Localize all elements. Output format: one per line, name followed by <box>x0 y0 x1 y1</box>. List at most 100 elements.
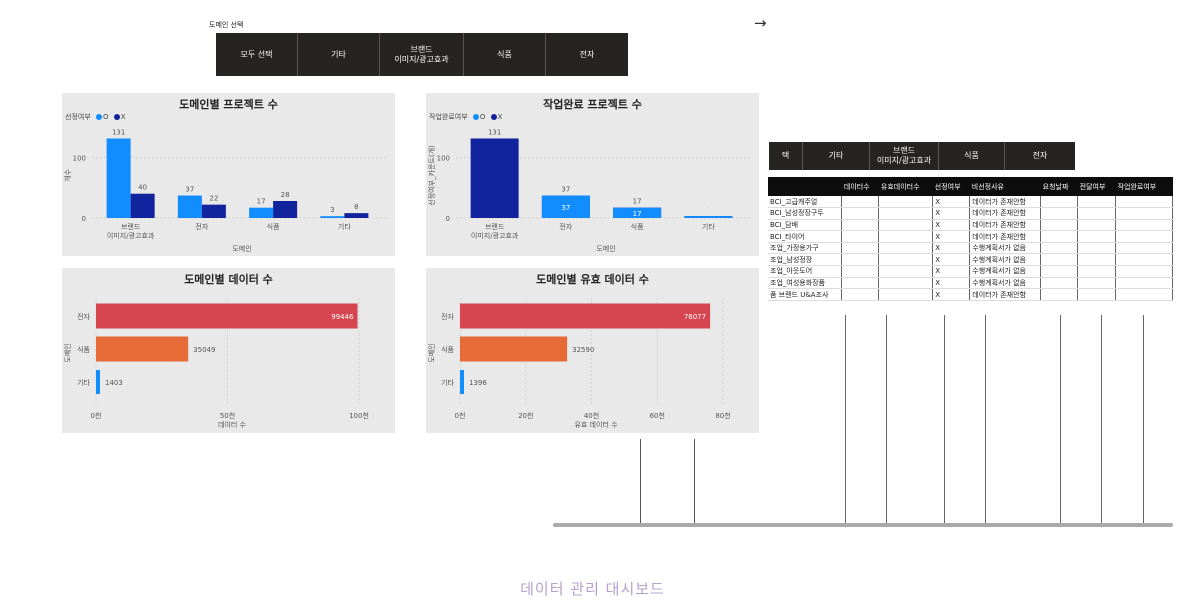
table-cell <box>1040 207 1079 220</box>
column-header[interactable]: 유효데이터수 <box>878 177 933 196</box>
table-cell <box>878 288 934 301</box>
slicer-button-2[interactable]: 브랜드 이미지/광고효과 <box>380 33 464 76</box>
data-label: 131 <box>112 128 125 136</box>
table-cell <box>878 265 934 278</box>
table-row[interactable]: 품 브랜드 U&A조사 X 데이터가 존재안함 <box>768 288 1173 301</box>
table-row[interactable]: BCI_남성정장구두 X 데이터가 존재안함 <box>768 207 1173 220</box>
data-label: 17 <box>633 198 642 206</box>
table-cell <box>878 219 934 232</box>
data-label: 1396 <box>469 379 487 387</box>
table-cell <box>1077 219 1117 232</box>
completed-chart-title: 작업완료 프로젝트 수 <box>543 98 642 111</box>
table-cell <box>1077 288 1117 301</box>
column-header[interactable]: 비선정사유 <box>969 177 1041 196</box>
table-cell <box>1040 230 1079 243</box>
table-cell <box>1040 288 1079 301</box>
table-cell <box>1115 277 1173 290</box>
table-cell: 조업_남성정장 <box>768 253 843 267</box>
table-cell <box>1040 265 1079 278</box>
table-cell: X <box>932 265 971 278</box>
table-cell <box>878 196 934 209</box>
column-divider <box>640 439 641 524</box>
arrow-right-icon[interactable]: → <box>754 14 767 32</box>
slicer2-button-4[interactable]: 전자 <box>1005 142 1075 170</box>
slicer-button-1[interactable]: 기타 <box>298 33 380 76</box>
table-row[interactable]: BCI_고급캐주얼 X 데이터가 존재안함 <box>768 196 1173 209</box>
table-cell <box>841 242 880 255</box>
x-axis-label: 유효 데이터 수 <box>574 420 618 429</box>
table-row[interactable]: BCI_타이어 X 데이터가 존재안함 <box>768 230 1173 243</box>
table-row[interactable]: BCI_담배 X 데이터가 존재안함 <box>768 219 1173 232</box>
bar-x <box>344 213 369 218</box>
data-chart-title: 도메인별 데이터 수 <box>184 273 273 286</box>
column-header[interactable] <box>768 177 842 196</box>
table-cell: X <box>932 207 971 220</box>
table-row[interactable]: 조업_여성용화장품 X 수행계획서가 없음 <box>768 277 1173 290</box>
data-label: 3 <box>330 206 334 214</box>
slicer2-button-0[interactable]: 택 <box>769 142 803 170</box>
column-header[interactable]: 요청날짜 <box>1040 177 1078 196</box>
slicer-button-3[interactable]: 식품 <box>464 33 546 76</box>
y-axis-label: 개수 <box>63 169 72 182</box>
slicer2-button-2[interactable]: 브랜드 이미지/광고효과 <box>870 142 939 170</box>
project-table-grid: 데이터수 유효데이터수 선정여부 비선정사유 요청날짜 전달여부 작업완료여부 BCI_고급캐… <box>768 177 1173 301</box>
table-cell: X <box>932 277 971 290</box>
x-tick-label: 20천 <box>518 411 533 420</box>
projects-chart-legend: 선정여부 O X <box>65 112 126 122</box>
column-header[interactable]: 작업완료여부 <box>1115 177 1173 196</box>
data-label: 22 <box>209 195 218 203</box>
table-row[interactable]: 조업_가정용가구 X 수행계획서가 없음 <box>768 242 1173 255</box>
slicer-button-4[interactable]: 전자 <box>546 33 628 76</box>
table-cell <box>878 242 934 255</box>
table-row[interactable]: 조업_남성정장 X 수행계획서가 없음 <box>768 253 1173 267</box>
bar-o <box>613 207 662 218</box>
table-cell <box>1115 230 1173 243</box>
legend-label-o: O <box>103 113 109 121</box>
column-divider <box>1060 315 1061 523</box>
data-label: 1403 <box>105 379 123 387</box>
data-label: 17 <box>257 198 266 206</box>
table-cell <box>841 265 880 278</box>
bar-x <box>130 193 155 218</box>
legend-dot-x <box>490 114 497 120</box>
column-header[interactable]: 전달여부 <box>1077 177 1116 196</box>
x-tick-label: 0천 <box>455 411 466 420</box>
data-label: 3 <box>706 206 710 214</box>
x-tick-label: 100천 <box>349 411 369 420</box>
slicer2-button-3[interactable]: 식품 <box>939 142 1005 170</box>
column-header[interactable]: 선정여부 <box>932 177 970 196</box>
table-cell: BCI_남성정장구두 <box>768 207 843 220</box>
x-tick-label: 0천 <box>91 411 102 420</box>
x-axis-label: 도메인 <box>232 244 251 253</box>
y-tick-label: 0 <box>82 215 86 223</box>
legend-title: 작업완료여부 <box>429 113 468 121</box>
table-cell <box>1077 207 1117 220</box>
dashboard-footer-title: 데이터 관리 대시보드 <box>520 580 665 598</box>
table-cell <box>841 196 880 209</box>
x-tick-label: 기타 <box>702 222 715 231</box>
horizontal-scrollbar[interactable] <box>553 523 1173 527</box>
y-tick-label: 100 <box>73 154 86 162</box>
slicer-button-0[interactable]: 모두 선택 <box>216 33 298 76</box>
bar <box>96 370 100 394</box>
data-label: 37 <box>561 204 570 212</box>
y-axis-label: 도메인 <box>427 343 436 362</box>
data-label: 32590 <box>572 346 594 354</box>
table-cell <box>1040 196 1079 209</box>
column-header[interactable]: 데이터수 <box>841 177 879 196</box>
column-divider <box>1143 315 1144 523</box>
project-table: 데이터수 유효데이터수 선정여부 비선정사유 요청날짜 전달여부 작업완료여부 BCI_고급캐… <box>768 177 1173 525</box>
x-tick-label: 브랜드 <box>121 222 141 231</box>
table-row[interactable]: 조업_아웃도어 X 수행계획서가 없음 <box>768 265 1173 278</box>
table-cell <box>878 253 934 267</box>
table-cell: 데이터가 존재안함 <box>969 196 1042 209</box>
table-cell: X <box>932 288 971 301</box>
completed-chart-panel: 작업완료 프로젝트 수 작업완료여부 O X 0 100 선정여부_카운트(개) 브랜… <box>426 93 759 256</box>
slicer2-button-1[interactable]: 기타 <box>803 142 870 170</box>
table-cell <box>841 288 880 301</box>
table-cell: X <box>932 219 971 232</box>
table-cell: 조업_가정용가구 <box>768 242 843 255</box>
legend-dot-o <box>472 114 479 120</box>
y-axis-label: 도메인 <box>63 343 72 362</box>
column-divider <box>1101 315 1102 523</box>
